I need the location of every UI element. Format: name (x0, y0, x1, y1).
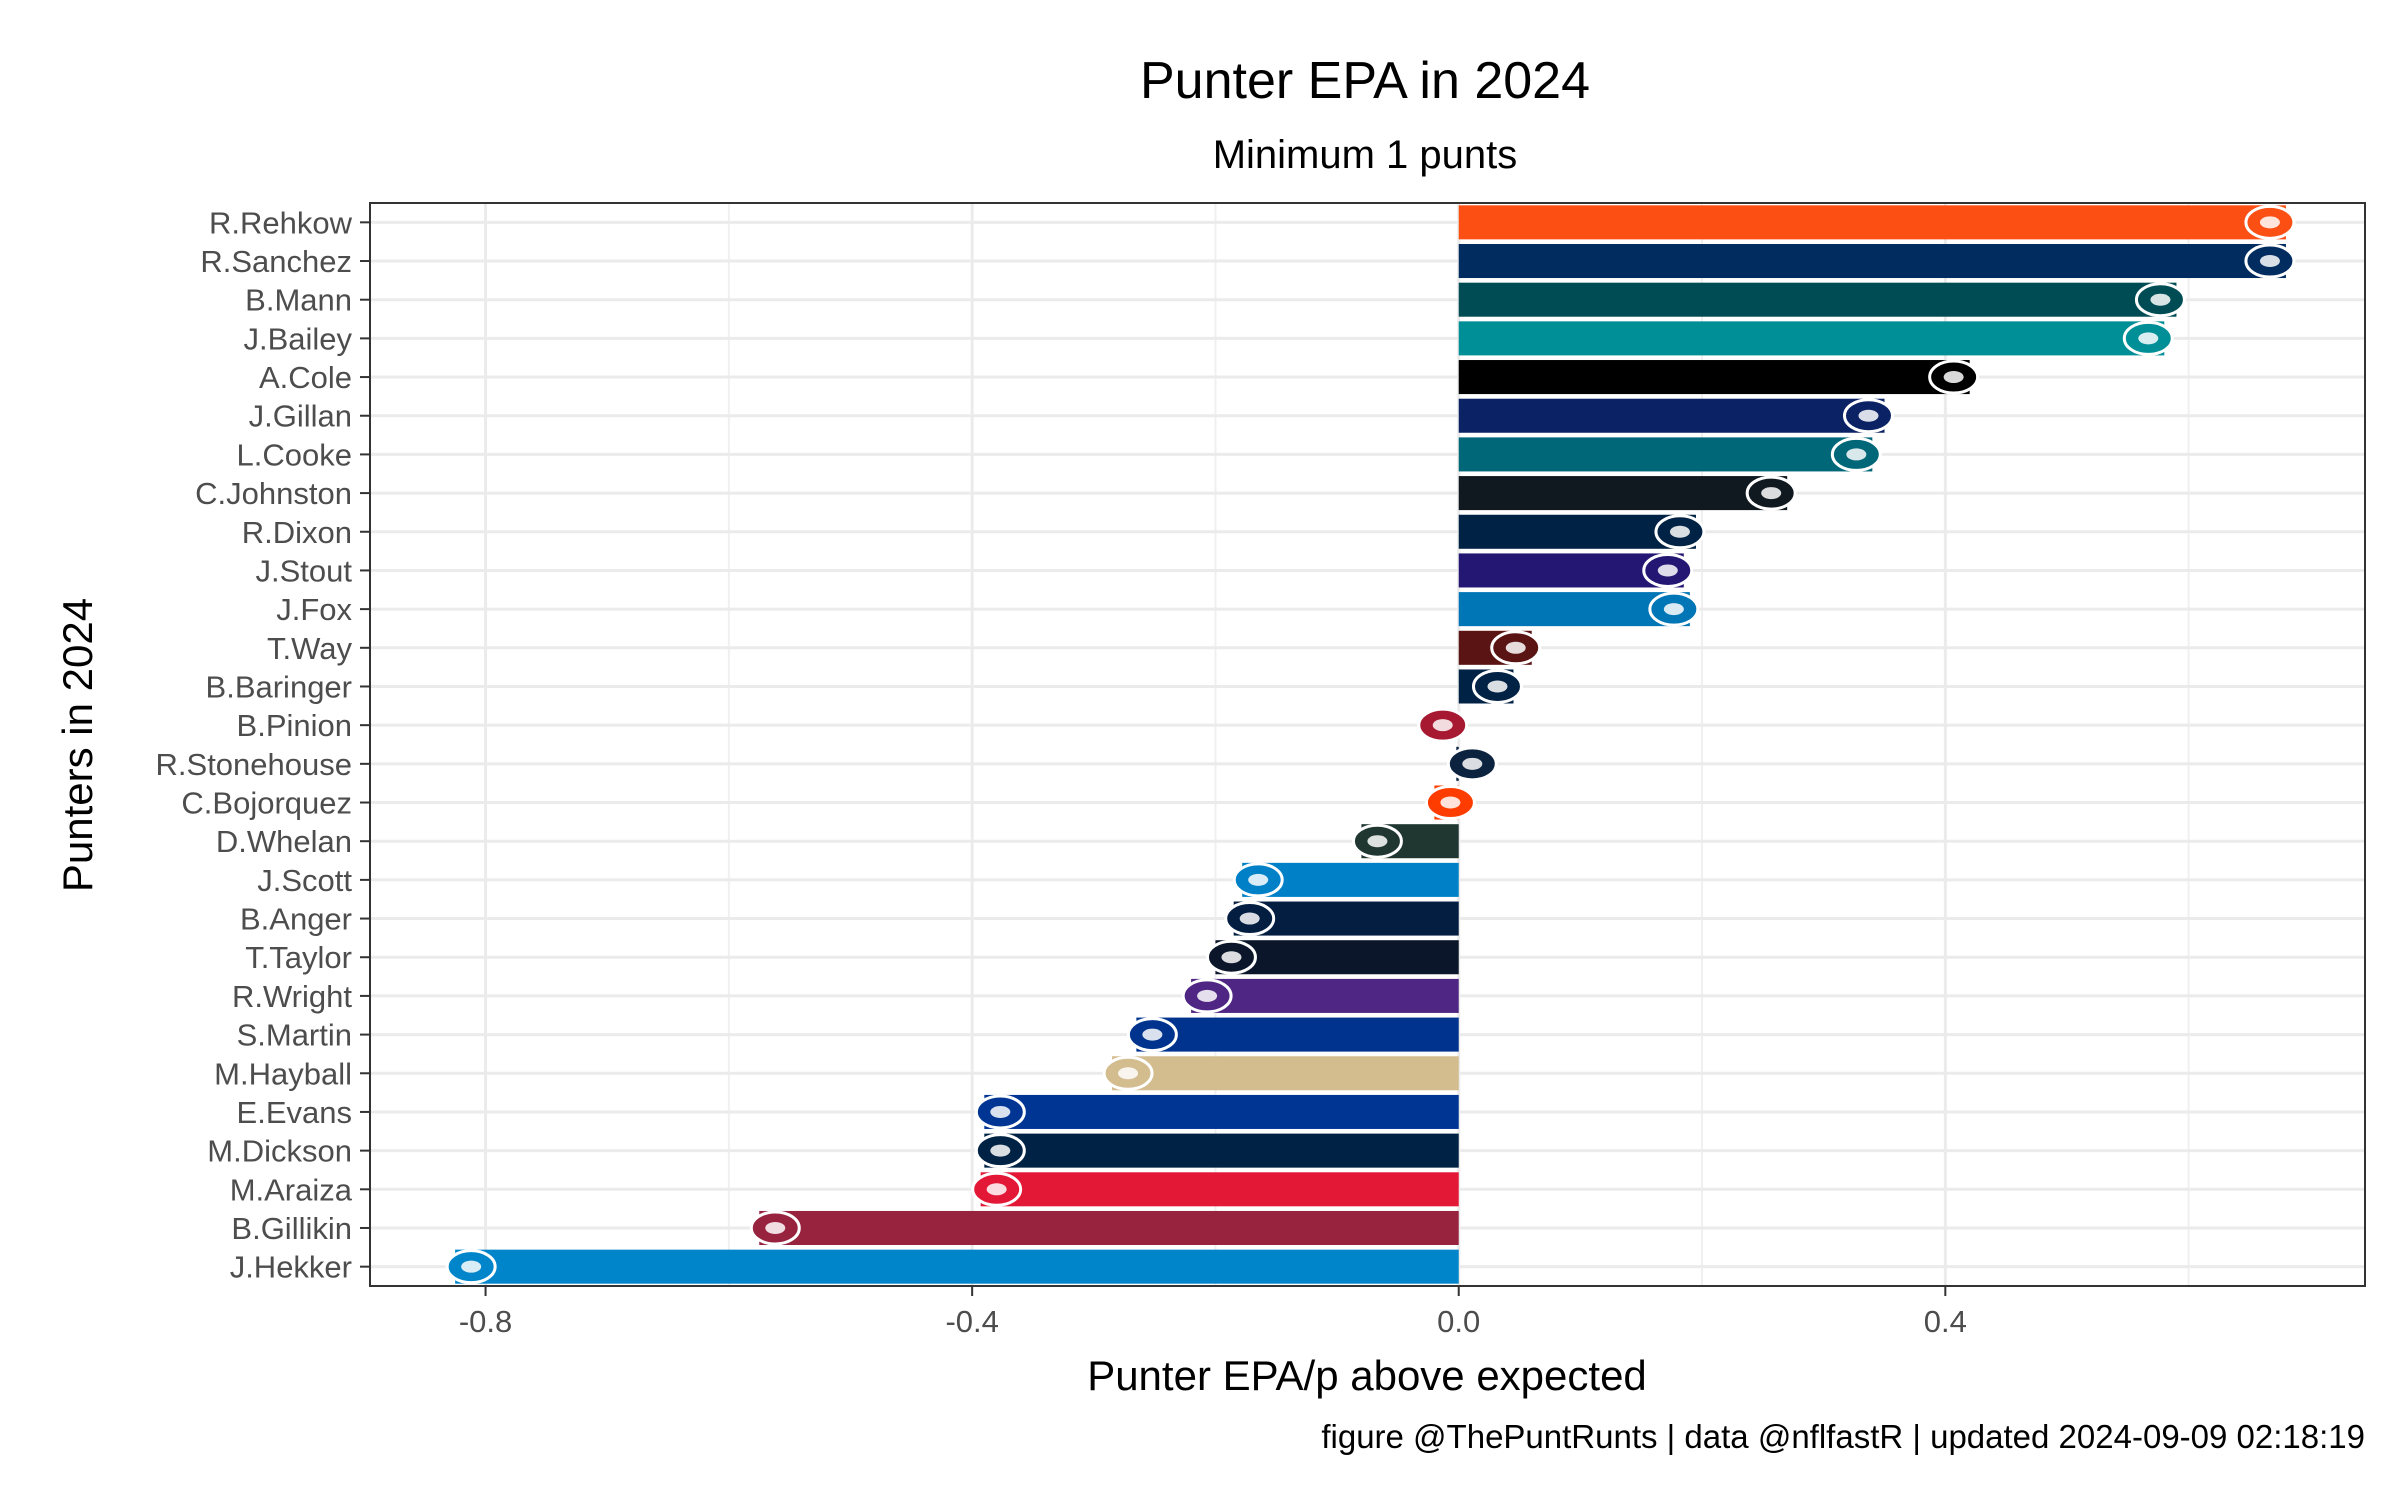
bills-logo-icon (1126, 1017, 1178, 1053)
bengals-logo-icon (2244, 204, 2296, 240)
x-tick-label: 0.4 (1924, 1304, 1967, 1339)
seahawks-logo-icon (974, 1133, 1026, 1169)
cowboys-logo-icon (1224, 901, 1276, 937)
plot-border (369, 202, 2366, 1287)
y-tick-label: J.Scott (257, 863, 352, 898)
y-tick-label: B.Pinion (237, 708, 352, 743)
giants-logo-icon (1842, 398, 1894, 434)
eagles-logo-icon (2134, 282, 2186, 318)
x-axis: -0.8 -0.4 0.0 0.4 (459, 1286, 1967, 1339)
bar (984, 1094, 1459, 1129)
broncos-logo-icon (1654, 514, 1706, 550)
y-tick-label: B.Baringer (206, 669, 352, 704)
y-tick-label: C.Johnston (195, 476, 352, 511)
colts-logo-icon (2244, 243, 2296, 279)
commanders-logo-icon (1490, 630, 1542, 666)
bears-logo-icon (1205, 939, 1257, 975)
saints-logo-icon (1102, 1055, 1154, 1091)
browns-logo-icon (1424, 785, 1476, 821)
chargers-logo-icon (1232, 862, 1284, 898)
steelers-logo-icon (1745, 475, 1797, 511)
y-tick-label: R.Sanchez (200, 244, 352, 279)
vikings-logo-icon (1181, 978, 1233, 1014)
y-tick-label: B.Anger (240, 902, 352, 937)
rams-logo-icon (974, 1094, 1026, 1130)
jaguars-logo-icon (1830, 436, 1882, 472)
y-tick-label: J.Stout (256, 553, 353, 588)
chart-subtitle: Minimum 1 punts (1213, 133, 1518, 177)
bar (1136, 1017, 1459, 1052)
y-tick-label: A.Cole (259, 360, 352, 395)
y-tick-label: B.Mann (245, 283, 352, 318)
panthers-logo-icon (445, 1249, 497, 1285)
bar (1458, 205, 2286, 240)
y-tick-label: S.Martin (237, 1018, 352, 1053)
patriots-logo-icon (1471, 668, 1523, 704)
y-tick-label: M.Hayball (214, 1056, 352, 1091)
chart-title: Punter EPA in 2024 (1140, 52, 1590, 110)
y-tick-label: R.Rehkow (209, 205, 353, 240)
bar (984, 1133, 1459, 1168)
bar (1458, 243, 2286, 279)
lions-logo-icon (1648, 591, 1700, 627)
y-tick-label: D.Whelan (216, 824, 352, 859)
y-tick-label: E.Evans (237, 1095, 352, 1130)
x-tick-label: 0.0 (1437, 1304, 1480, 1339)
y-tick-label: R.Stonehouse (156, 747, 352, 782)
y-tick-label: R.Wright (232, 979, 352, 1014)
bar (1458, 398, 1885, 433)
bar (1458, 282, 2177, 317)
y-tick-label: J.Fox (276, 592, 352, 627)
bar (980, 1172, 1459, 1207)
bar (1458, 360, 1970, 395)
chiefs-logo-icon (971, 1171, 1023, 1207)
raiders-logo-icon (1928, 359, 1980, 395)
bar (1458, 321, 2165, 356)
titans-logo-icon (1446, 746, 1498, 782)
team-icons-layer (445, 204, 2296, 1285)
bar (455, 1249, 1459, 1284)
y-tick-label: M.Dickson (207, 1134, 352, 1169)
y-axis-title: Punters in 2024 (54, 598, 101, 892)
y-tick-label: J.Bailey (243, 321, 352, 356)
dolphins-logo-icon (2122, 320, 2174, 356)
y-tick-label: J.Hekker (230, 1250, 352, 1285)
ravens-logo-icon (1642, 552, 1694, 588)
falcons-logo-icon (1417, 707, 1469, 743)
y-tick-label: M.Araiza (230, 1172, 353, 1207)
bar (1112, 1056, 1459, 1091)
y-tick-label: R.Dixon (242, 515, 352, 550)
y-tick-label: T.Way (267, 631, 352, 666)
cardinals-logo-icon (749, 1210, 801, 1246)
x-axis-title: Punter EPA/p above expected (1087, 1352, 1647, 1399)
y-tick-label: B.Gillikin (231, 1211, 352, 1246)
bar (759, 1210, 1459, 1246)
y-tick-label: J.Gillan (249, 399, 352, 434)
chart-caption: figure @ThePuntRunts | data @nflfastR | … (1321, 1418, 2365, 1455)
x-tick-label: -0.8 (459, 1304, 512, 1339)
x-tick-label: -0.4 (945, 1304, 998, 1339)
y-tick-label: T.Taylor (245, 940, 352, 975)
packers-logo-icon (1351, 823, 1403, 859)
y-tick-label: C.Bojorquez (181, 786, 352, 821)
bar (1458, 476, 1788, 511)
bar (1191, 978, 1459, 1013)
y-tick-label: L.Cooke (237, 437, 352, 472)
bar (1458, 437, 1873, 472)
